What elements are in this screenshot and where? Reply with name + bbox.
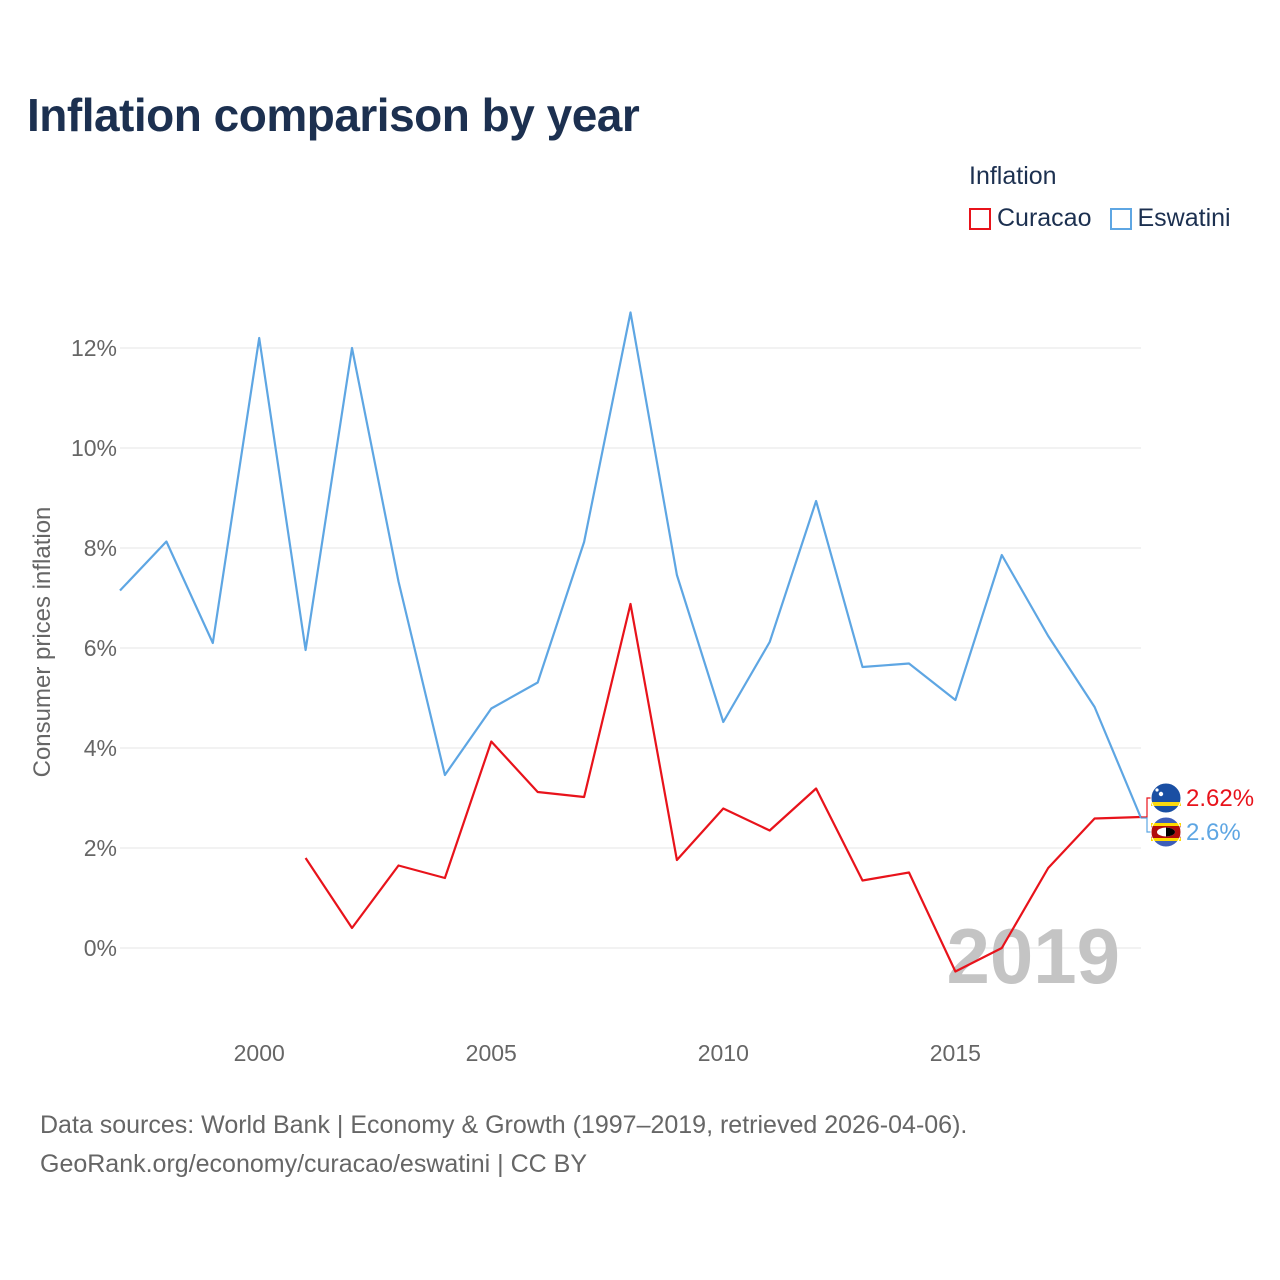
series-line-eswatini: [119, 311, 1143, 819]
end-labels: 2.62% 2.6%: [1141, 782, 1254, 848]
year-watermark: 2019: [946, 912, 1120, 1000]
curacao-flag-icon: [1150, 782, 1182, 814]
footer: Data sources: World Bank | Economy & Gro…: [40, 1106, 967, 1184]
end-connector: [1141, 797, 1153, 818]
y-tick-label: 10%: [71, 435, 117, 461]
end-value-label: 2.6%: [1186, 819, 1241, 846]
chart-title: Inflation comparison by year: [27, 89, 640, 141]
legend-swatch-eswatini: [1109, 207, 1132, 230]
series-lines: [119, 311, 1143, 973]
x-tick-label: 2000: [234, 1040, 285, 1066]
y-tick-labels: 0% 2% 4% 6% 8% 10% 12%: [71, 335, 117, 961]
y-tick-label: 12%: [71, 335, 117, 361]
grid-lines: [120, 347, 1141, 949]
end-connector: [1141, 817, 1153, 833]
y-tick-label: 6%: [84, 635, 117, 661]
series-line-curacao: [304, 602, 1142, 973]
legend-label-eswatini: Eswatini: [1137, 204, 1231, 232]
legend-swatch-curacao: [969, 207, 991, 230]
end-value-label: 2.62%: [1186, 785, 1254, 812]
y-tick-label: 4%: [84, 735, 117, 761]
legend-label-curacao: Curacao: [997, 204, 1092, 232]
x-tick-label: 2010: [698, 1040, 749, 1066]
x-tick-label: 2015: [930, 1040, 981, 1066]
y-tick-label: 2%: [84, 835, 117, 861]
y-tick-label: 8%: [84, 535, 117, 561]
eswatini-flag-icon: [1150, 816, 1182, 848]
legend-title: Inflation: [969, 162, 1057, 190]
legend: Curacao Eswatini: [969, 204, 1249, 233]
y-tick-label: 0%: [84, 935, 117, 961]
legend-item-eswatini[interactable]: Eswatini: [1109, 204, 1231, 233]
legend-item-curacao[interactable]: Curacao: [969, 204, 1092, 233]
y-axis-label: Consumer prices inflation: [29, 507, 56, 778]
x-tick-labels: 2000 2005 2010 2015: [234, 1040, 981, 1066]
footer-source: Data sources: World Bank | Economy & Gro…: [40, 1111, 968, 1139]
x-tick-label: 2005: [466, 1040, 517, 1066]
footer-link[interactable]: GeoRank.org/economy/curacao/eswatini | C…: [40, 1150, 588, 1178]
